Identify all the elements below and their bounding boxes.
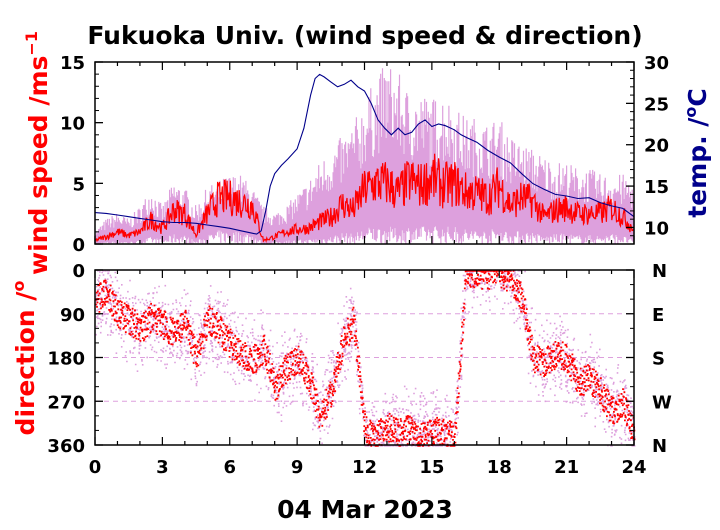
- x-tick-label: 21: [554, 457, 579, 478]
- x-tick-label: 18: [487, 457, 512, 478]
- x-tick-label: 9: [291, 457, 304, 478]
- direction-tick-label: 270: [47, 392, 85, 413]
- direction-tick-label: 90: [60, 305, 85, 326]
- direction-axis-label-text: direction /: [11, 291, 40, 436]
- wind-speed-tick-label: 0: [72, 235, 85, 256]
- direction-degree-symbol: o: [9, 281, 28, 292]
- temperature-tick-label: 15: [644, 177, 669, 198]
- wind-speed-axis-label: wind speed /ms−1: [22, 31, 53, 275]
- temperature-tick-label: 25: [644, 94, 669, 115]
- x-tick-label: 3: [156, 457, 169, 478]
- direction-tick-label: 360: [47, 436, 85, 457]
- x-tick-label: 0: [89, 457, 102, 478]
- direction-mean-dots: [95, 270, 636, 447]
- direction-plot-frame: [94, 269, 635, 446]
- x-tick-label: 6: [223, 457, 236, 478]
- wind-speed-axis-label-text: wind speed /ms: [24, 56, 53, 275]
- direction-axis-label: direction /o: [9, 281, 40, 436]
- temperature-series: [94, 73, 635, 235]
- wind-speed-plot-area: [94, 68, 635, 244]
- wind-speed-axis-unit-superscript: −1: [22, 31, 41, 56]
- temperature-tick-label: 20: [644, 136, 669, 157]
- wind-speed-tick-label: 15: [60, 53, 85, 74]
- compass-tick-label: W: [652, 392, 672, 413]
- temperature-tick-label: 10: [644, 218, 669, 239]
- x-axis-label: 04 Mar 2023: [277, 495, 453, 524]
- x-tick-label: 12: [352, 457, 377, 478]
- direction-tick-label: 0: [72, 261, 85, 282]
- x-tick-label: 24: [621, 457, 646, 478]
- temperature-tick-label: 30: [644, 53, 669, 74]
- direction-axes: 0 N 90 E 180 S 270 W 360 N 0 3 6 9 12 15 18 21 24: [47, 261, 672, 478]
- direction-gust-dots: [95, 270, 636, 447]
- temperature-axis-unit: C: [683, 88, 712, 106]
- direction-plot-area: [95, 270, 636, 447]
- wind-speed-tick-label: 5: [72, 174, 85, 195]
- compass-tick-label: S: [652, 349, 665, 370]
- x-tick-label: 15: [419, 457, 444, 478]
- wind-speed-axes: 0 5 10 15 10 15 20 25 30: [60, 53, 669, 256]
- temperature-degree-symbol: o: [681, 107, 700, 118]
- wind-mean-series: [94, 153, 634, 243]
- compass-tick-label: N: [652, 261, 667, 282]
- temperature-axis-label: temp. /oC: [681, 88, 712, 218]
- temperature-axis-label-text: temp. /: [683, 117, 712, 218]
- wind-speed-tick-label: 10: [60, 114, 85, 135]
- direction-tick-label: 180: [47, 349, 85, 370]
- compass-tick-label: E: [652, 305, 664, 326]
- compass-tick-label: N: [652, 436, 667, 457]
- chart-title: Fukuoka Univ. (wind speed & direction): [87, 21, 642, 50]
